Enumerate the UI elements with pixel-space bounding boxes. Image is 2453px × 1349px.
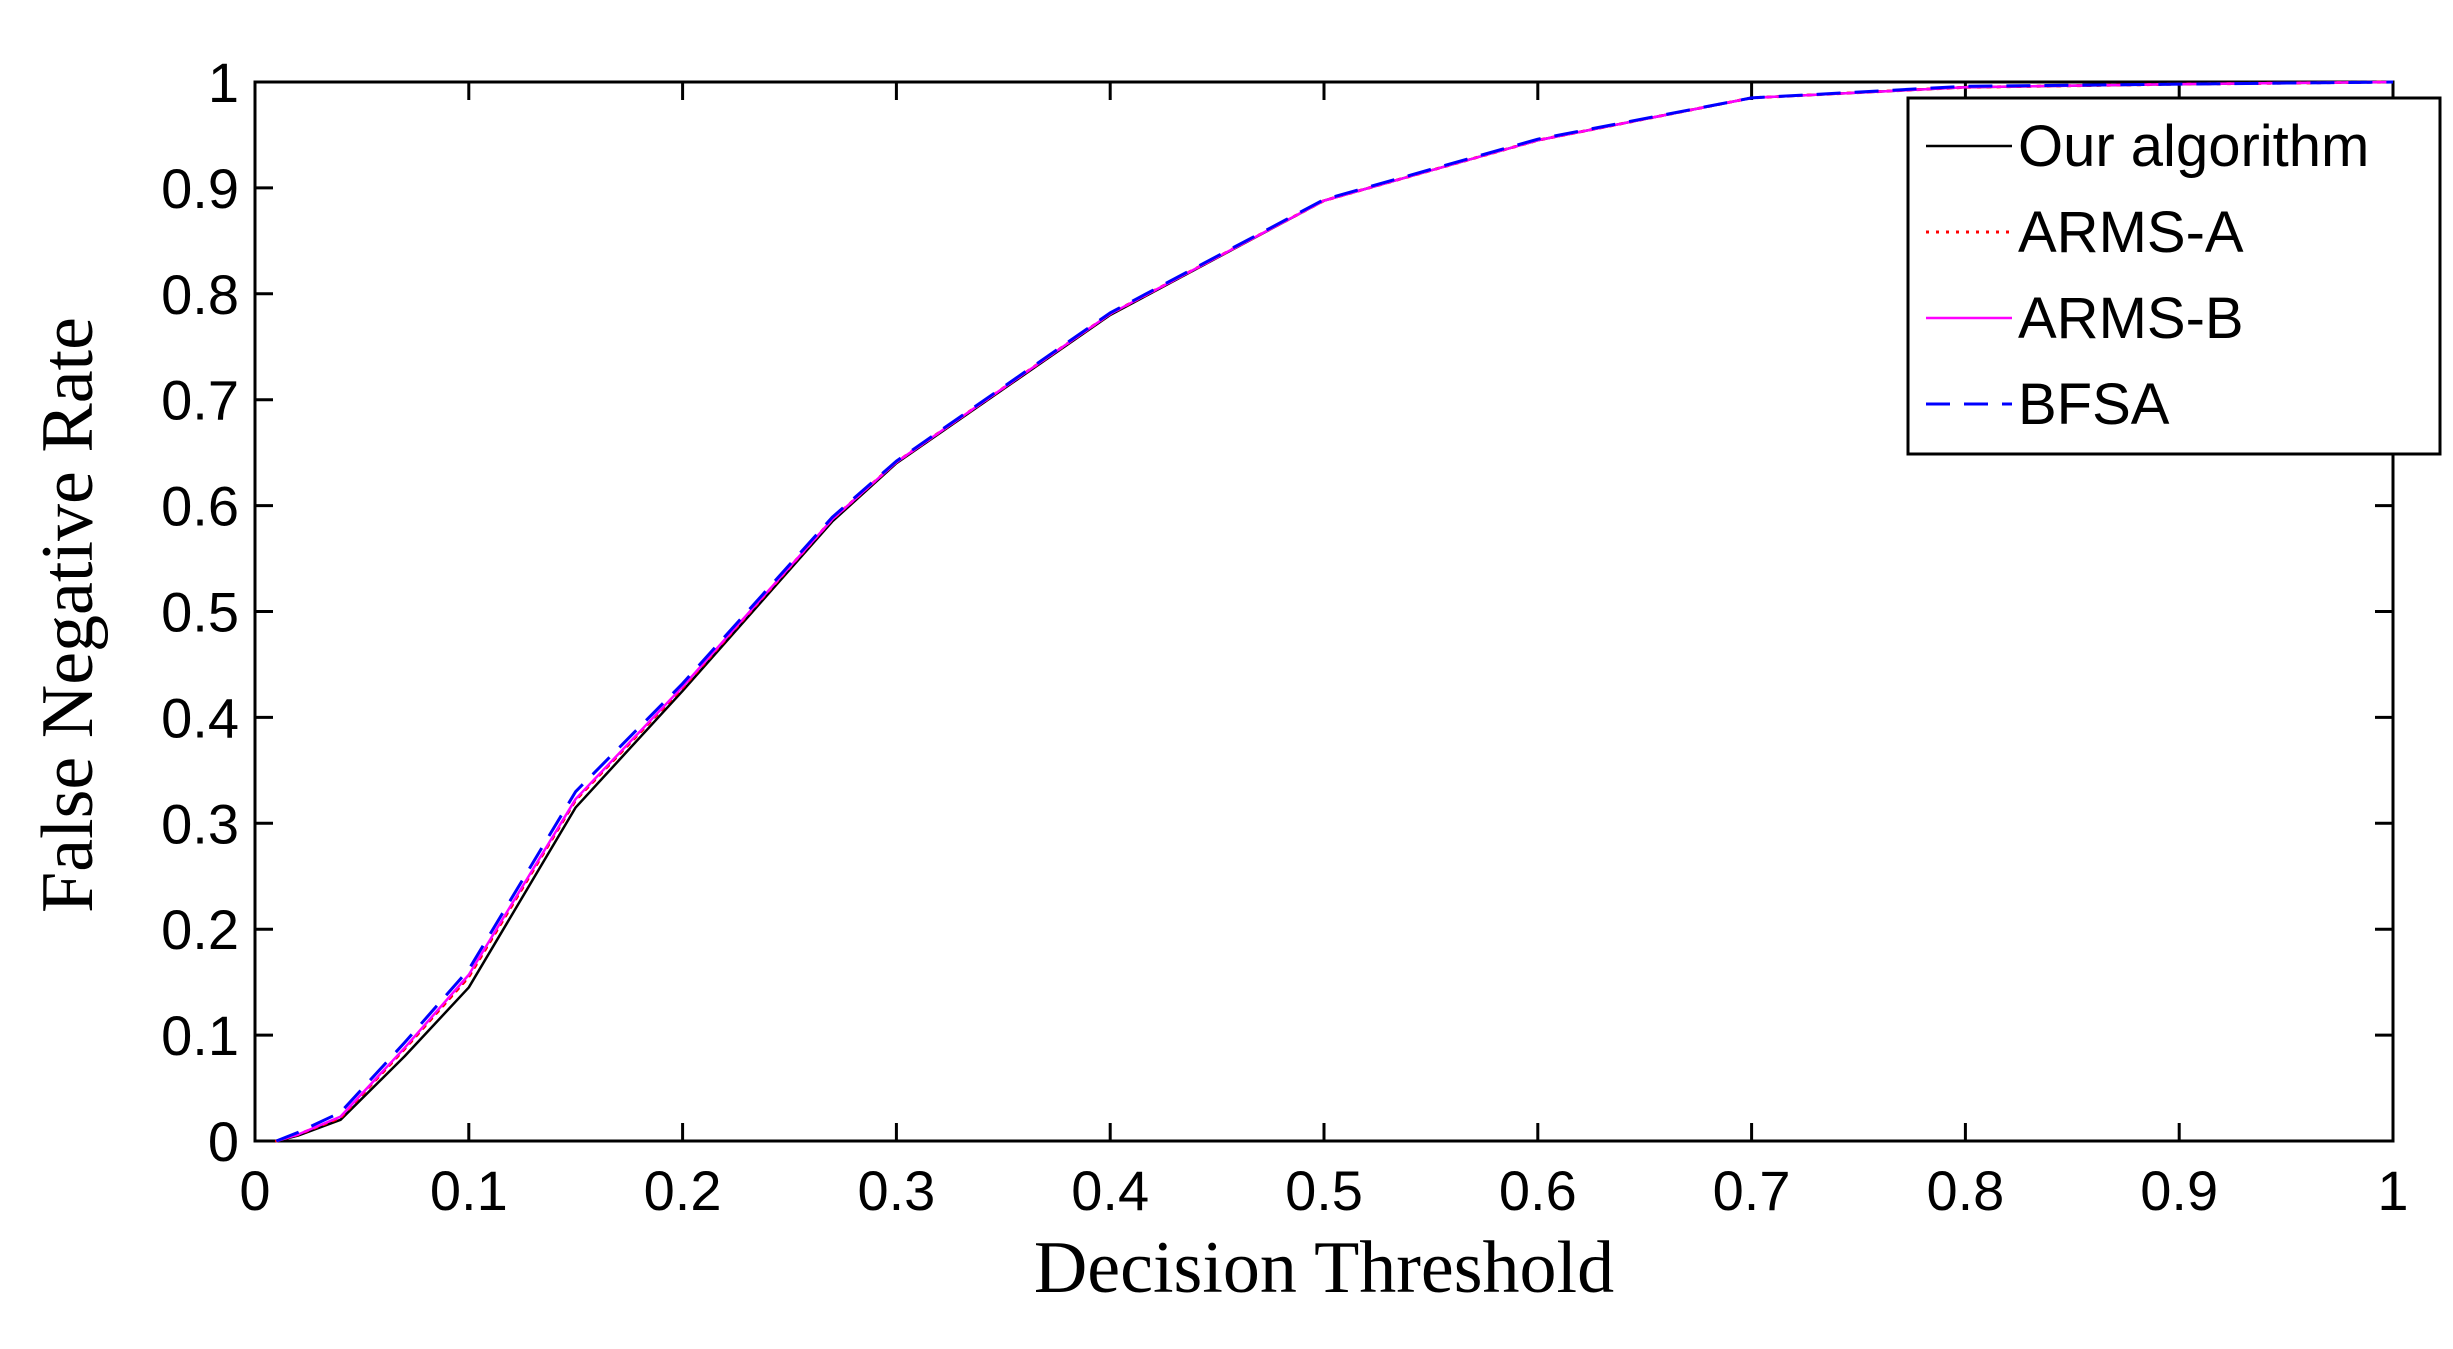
- y-axis-title: False Negative Rate: [27, 317, 109, 913]
- y-tick-label: 0: [208, 1110, 239, 1173]
- x-tick-label: 0.7: [1713, 1159, 1791, 1222]
- y-tick-label: 0.6: [161, 475, 239, 538]
- legend-label-bfsa: BFSA: [2018, 372, 2170, 437]
- y-tick-label: 0.3: [161, 792, 239, 855]
- x-tick-label: 0.2: [644, 1159, 722, 1222]
- y-tick-label: 0.2: [161, 898, 239, 961]
- legend: Our algorithm ARMS-A ARMS-B BFSA: [1906, 96, 2442, 456]
- x-tick-label: 0.5: [1285, 1159, 1363, 1222]
- x-tick-label: 0.1: [430, 1159, 508, 1222]
- legend-label-our-algorithm: Our algorithm: [2018, 114, 2369, 179]
- y-tick-label: 0.4: [161, 686, 239, 749]
- series-lines: [274, 80, 2395, 1143]
- y-tick-label: 0.5: [161, 581, 239, 644]
- legend-label-arms-a: ARMS-A: [2018, 200, 2244, 265]
- x-axis: 0 0.1 0.2 0.3 0.4 0.5 0.6 0.7 0.8 0.9 1: [239, 82, 2409, 1222]
- x-tick-label: 0.4: [1071, 1159, 1149, 1222]
- x-tick-label: 0: [239, 1159, 270, 1222]
- x-tick-label: 0.6: [1499, 1159, 1577, 1222]
- y-tick-label: 0.7: [161, 369, 239, 432]
- series-line-bfsa: [275, 80, 2394, 1143]
- y-tick-label: 1: [208, 51, 239, 114]
- legend-label-arms-b: ARMS-B: [2018, 286, 2244, 351]
- legend-box: [1906, 96, 2442, 456]
- y-tick-label: 0.8: [161, 263, 239, 326]
- y-tick-label: 0.1: [161, 1004, 239, 1067]
- x-tick-label: 0.8: [1926, 1159, 2004, 1222]
- x-axis-title: Decision Threshold: [1034, 1227, 1614, 1309]
- x-tick-label: 1: [2377, 1159, 2408, 1222]
- x-tick-label: 0.3: [857, 1159, 935, 1222]
- x-tick-label: 0.9: [2140, 1159, 2218, 1222]
- y-tick-label: 0.9: [161, 157, 239, 220]
- y-axis: 0 0.1 0.2 0.3 0.4 0.5 0.6 0.7 0.8 0.9 1: [161, 51, 2393, 1173]
